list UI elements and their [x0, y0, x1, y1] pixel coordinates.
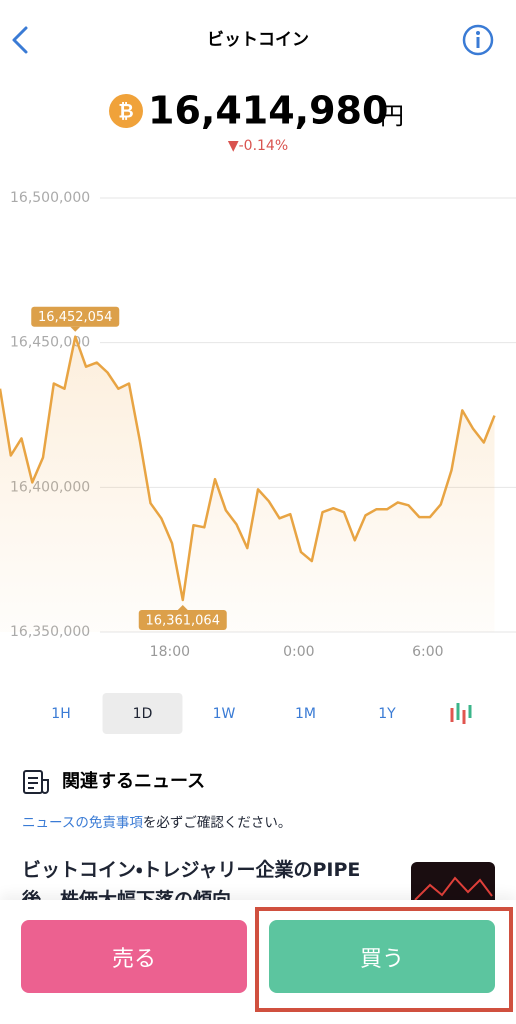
price-change: ▼-0.14%	[228, 138, 288, 154]
price-line	[0, 335, 496, 602]
disclaimer-text: を必ずご確認ください。	[143, 815, 292, 831]
price-chart: 16,350,00016,400,00016,450,00016,500,000…	[0, 190, 516, 660]
back-button[interactable]	[12, 26, 28, 54]
candle-toggle[interactable]	[450, 703, 472, 724]
value-label: 16,452,054	[38, 310, 112, 325]
x-tick-label: 18:00	[150, 644, 190, 660]
y-tick-label: 16,450,000	[10, 335, 90, 351]
range-button[interactable]: 1H	[51, 706, 70, 722]
value-label-bg	[31, 306, 120, 327]
value-label: 16,361,064	[146, 613, 220, 628]
page-title: ビットコイン	[207, 30, 309, 50]
range-selected-bg	[102, 693, 183, 734]
news-disclaimer: ニュースの免責事項を必ずご確認ください。	[22, 815, 291, 831]
value-label-bg	[138, 609, 227, 630]
news-icon	[23, 770, 49, 794]
btc-icon: ₿	[109, 94, 143, 128]
screen-canvas: ビットコイン ₿ 16,414,980 円 ▼-0.14% 16,350,000…	[0, 24, 516, 900]
info-button[interactable]	[462, 24, 494, 56]
range-selector: 1H 1D 1W 1M 1Y	[51, 693, 396, 734]
highlight-box	[255, 907, 513, 1012]
price: 16,414,980	[148, 89, 388, 133]
disclaimer-link[interactable]: ニュースの免責事項	[22, 815, 143, 831]
action-bar: 売る 買う	[0, 900, 516, 1024]
x-tick-label: 6:00	[412, 644, 443, 660]
value-label-pointer	[70, 326, 81, 332]
value-label-pointer	[177, 604, 188, 610]
news-title: 関連するニュース	[62, 770, 205, 792]
y-tick-label: 16,500,000	[10, 190, 90, 206]
range-button[interactable]: 1M	[295, 706, 316, 722]
svg-text:₿: ₿	[118, 101, 133, 123]
buy-button[interactable]: 買う	[269, 920, 495, 993]
news-thumbnail[interactable]	[411, 862, 495, 900]
range-button[interactable]: 1D	[133, 706, 153, 722]
range-button[interactable]: 1Y	[378, 706, 396, 722]
x-tick-label: 0:00	[283, 644, 314, 660]
price-area	[0, 336, 495, 632]
price-unit: 円	[380, 102, 404, 130]
sell-button[interactable]: 売る	[21, 920, 247, 993]
range-button[interactable]: 1W	[213, 706, 236, 722]
